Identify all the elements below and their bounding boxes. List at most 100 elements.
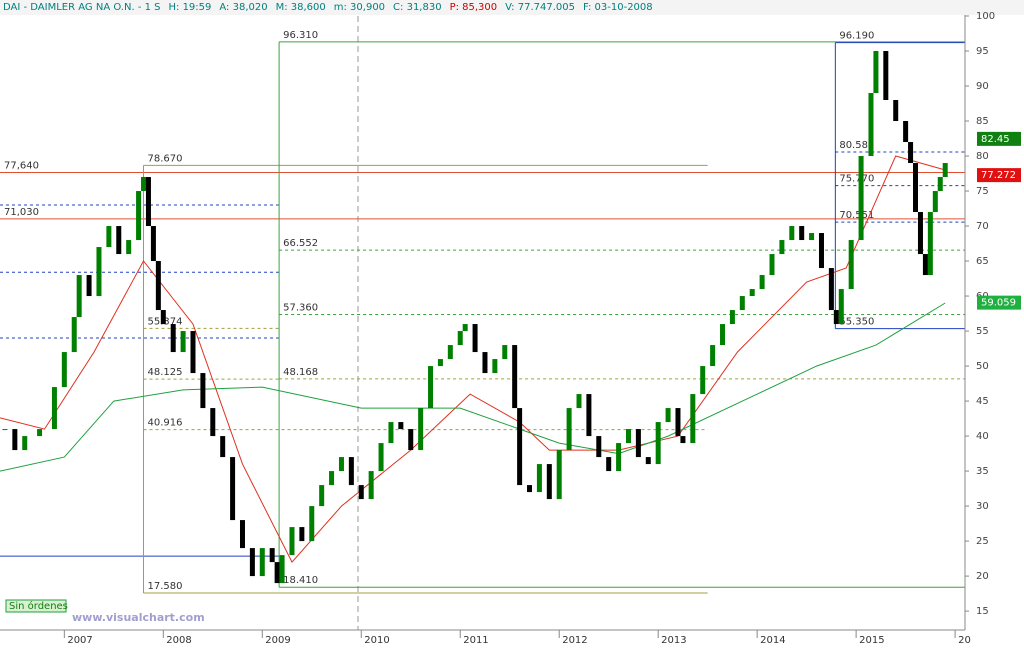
- candle: [828, 268, 834, 311]
- header-item: DAI - DAIMLER AG NA O.N. - 1 S: [3, 2, 161, 13]
- y-tick-label: 80: [976, 151, 989, 162]
- candle: [398, 422, 404, 430]
- candle: [472, 324, 478, 353]
- candle: [96, 247, 102, 297]
- x-tick-label: 2007: [67, 635, 92, 646]
- candle: [106, 226, 112, 248]
- x-tick-label: 2011: [463, 635, 488, 646]
- candle: [155, 261, 161, 311]
- candle: [625, 429, 631, 444]
- candle: [428, 366, 434, 409]
- candle: [789, 226, 795, 241]
- x-tick-label: 2014: [760, 635, 785, 646]
- candle: [136, 191, 142, 241]
- candle: [269, 548, 275, 563]
- price-tag: [977, 131, 1021, 146]
- candle: [61, 352, 67, 388]
- candle: [22, 436, 28, 451]
- candle: [329, 471, 335, 486]
- candle: [378, 443, 384, 472]
- level-label: 80.581: [839, 140, 874, 151]
- candle: [932, 191, 938, 213]
- candle: [536, 464, 542, 493]
- candle: [576, 394, 582, 409]
- candle: [274, 562, 280, 584]
- candle: [37, 429, 43, 437]
- candle: [596, 436, 602, 458]
- level-label: 78.670: [148, 153, 183, 164]
- candle: [2, 429, 8, 431]
- price-tag-label: 77.272: [981, 170, 1016, 181]
- x-tick-label: 2010: [364, 635, 389, 646]
- price-tag: [977, 295, 1021, 310]
- candle: [348, 457, 354, 486]
- candle: [606, 457, 612, 472]
- x-tick-label: 20: [958, 635, 971, 646]
- level-label: 18.410: [283, 575, 318, 586]
- candle: [675, 408, 681, 437]
- price-tag-label: 82.45: [981, 134, 1010, 145]
- candle: [160, 310, 166, 325]
- level-label: 17.580: [148, 581, 183, 592]
- candle: [418, 408, 424, 451]
- candle: [635, 429, 641, 458]
- header-bar: [0, 0, 1024, 15]
- level-label: 96.310: [283, 30, 318, 41]
- candle: [779, 240, 785, 255]
- level-label: 48.168: [283, 367, 318, 378]
- y-tick-label: 90: [976, 81, 989, 92]
- level-label: 77,640: [4, 161, 39, 172]
- header-item: H: 19:59: [169, 2, 212, 13]
- candle: [729, 310, 735, 325]
- candle: [903, 121, 909, 143]
- candle: [556, 450, 562, 500]
- candle: [922, 254, 928, 276]
- x-tick-label: 2009: [265, 635, 290, 646]
- candle: [546, 464, 552, 500]
- watermark: www.visualchart.com: [72, 611, 205, 624]
- price-tag: [977, 168, 1021, 183]
- candle: [408, 429, 414, 451]
- candle: [482, 352, 488, 374]
- candle: [150, 226, 156, 262]
- x-tick-label: 2015: [859, 635, 884, 646]
- header-item: F: 03-10-2008: [583, 2, 653, 13]
- candle: [833, 310, 839, 325]
- candle: [230, 457, 236, 521]
- x-tick-label: 2012: [562, 635, 587, 646]
- candle: [368, 471, 374, 500]
- candle: [180, 331, 186, 353]
- y-tick-label: 85: [976, 116, 989, 127]
- candle: [566, 408, 572, 451]
- moving-average: [0, 155, 946, 563]
- y-tick-label: 15: [976, 606, 989, 617]
- candle: [145, 177, 151, 227]
- candle: [338, 457, 344, 472]
- candle: [319, 485, 325, 507]
- level-label: 66.552: [283, 238, 318, 249]
- candle: [665, 408, 671, 423]
- candle: [200, 373, 206, 409]
- candle: [759, 275, 765, 290]
- y-tick-label: 75: [976, 186, 989, 197]
- candle: [51, 387, 57, 430]
- candle: [210, 408, 216, 437]
- candle: [259, 548, 265, 577]
- candle: [299, 527, 305, 542]
- level-label: 70.551: [839, 210, 874, 221]
- candle: [437, 359, 443, 367]
- candle: [942, 163, 948, 178]
- level-label: 55.350: [839, 317, 874, 328]
- candle: [71, 317, 77, 353]
- candle: [883, 51, 889, 101]
- candle: [249, 548, 255, 577]
- candle: [769, 254, 775, 276]
- candle: [492, 359, 498, 374]
- candle: [809, 233, 815, 241]
- candle: [358, 485, 364, 500]
- candle: [913, 163, 919, 213]
- level-label: 57.360: [283, 303, 318, 314]
- y-tick-label: 35: [976, 466, 989, 477]
